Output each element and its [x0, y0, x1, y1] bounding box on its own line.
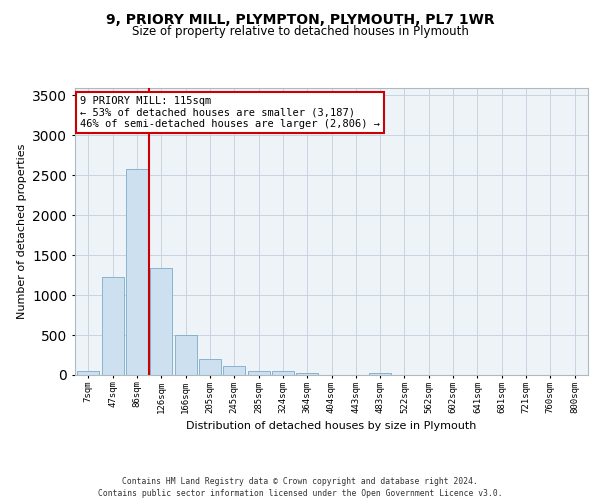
X-axis label: Distribution of detached houses by size in Plymouth: Distribution of detached houses by size … — [187, 421, 476, 431]
Bar — [175, 335, 197, 375]
Bar — [77, 370, 100, 375]
Text: Contains HM Land Registry data © Crown copyright and database right 2024.
Contai: Contains HM Land Registry data © Crown c… — [98, 477, 502, 498]
Text: 9, PRIORY MILL, PLYMPTON, PLYMOUTH, PL7 1WR: 9, PRIORY MILL, PLYMPTON, PLYMOUTH, PL7 … — [106, 13, 494, 27]
Bar — [296, 372, 318, 375]
Bar — [199, 360, 221, 375]
Bar — [223, 366, 245, 375]
Bar — [369, 372, 391, 375]
Bar — [151, 268, 172, 375]
Text: Size of property relative to detached houses in Plymouth: Size of property relative to detached ho… — [131, 25, 469, 38]
Bar — [126, 169, 148, 375]
Text: 9 PRIORY MILL: 115sqm
← 53% of detached houses are smaller (3,187)
46% of semi-d: 9 PRIORY MILL: 115sqm ← 53% of detached … — [80, 96, 380, 130]
Bar — [102, 277, 124, 375]
Bar — [248, 370, 269, 375]
Y-axis label: Number of detached properties: Number of detached properties — [17, 144, 26, 319]
Bar — [272, 372, 294, 375]
